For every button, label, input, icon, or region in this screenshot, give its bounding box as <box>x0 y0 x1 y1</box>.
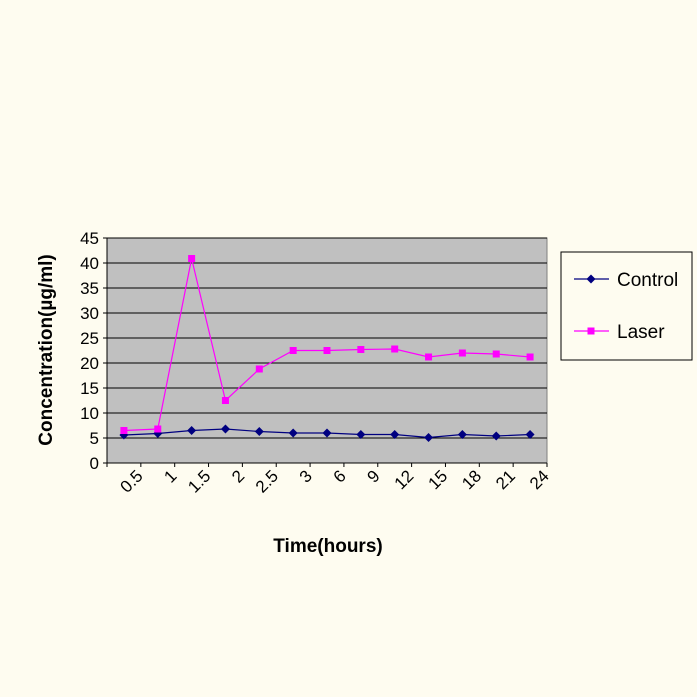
data-point-control <box>525 430 535 439</box>
x-tick-label: 18 <box>458 466 485 493</box>
legend: Control Laser <box>560 251 693 361</box>
x-tick-label: 9 <box>363 466 383 486</box>
y-tick-label: 10 <box>80 404 99 423</box>
data-point-control <box>288 428 298 438</box>
data-point-laser <box>425 353 433 361</box>
data-point-control <box>457 430 467 439</box>
data-point-laser <box>221 397 229 404</box>
y-tick-label: 0 <box>90 454 99 473</box>
data-point-laser <box>458 349 466 357</box>
data-point-laser <box>526 353 534 361</box>
y-tick-label: 5 <box>90 429 99 448</box>
x-tick-label: 24 <box>526 466 553 493</box>
data-point-control <box>390 430 400 439</box>
data-point-control <box>322 428 332 438</box>
legend-label-control: Control <box>617 270 678 291</box>
x-axis-title: Time(hours) <box>273 536 382 557</box>
x-tick-label: 21 <box>492 466 519 493</box>
data-point-laser <box>289 347 297 354</box>
x-tick-label: 3 <box>296 466 316 486</box>
data-point-laser <box>154 425 162 433</box>
data-point-control <box>356 430 366 439</box>
x-tick-label: 15 <box>424 466 451 493</box>
x-tick-label: 2 <box>228 466 248 486</box>
legend-marker-control <box>586 274 596 284</box>
x-tick-label: 12 <box>391 466 418 493</box>
data-point-laser <box>492 350 500 358</box>
x-tick-label: 1.5 <box>184 466 214 496</box>
data-point-control <box>220 424 230 434</box>
data-point-laser <box>120 427 128 434</box>
data-point-laser <box>323 347 331 354</box>
y-axis-title: Concentration(µg/ml) <box>36 254 57 445</box>
x-tick-label: 6 <box>330 466 350 486</box>
data-point-control <box>187 426 197 435</box>
y-tick-label: 35 <box>80 279 99 298</box>
y-tick-label: 25 <box>80 329 99 348</box>
y-tick-label: 45 <box>80 229 99 248</box>
data-point-laser <box>255 365 263 373</box>
data-point-laser <box>391 345 399 353</box>
data-point-laser <box>357 346 365 353</box>
y-tick-label: 30 <box>80 304 99 323</box>
data-point-laser <box>188 255 196 262</box>
data-point-control <box>424 433 434 442</box>
data-point-control <box>491 431 501 441</box>
legend-marker-laser <box>587 327 595 335</box>
x-tick-label: 0.5 <box>117 466 147 496</box>
legend-box <box>560 251 693 361</box>
y-tick-label: 40 <box>80 254 99 273</box>
y-tick-label: 15 <box>80 379 99 398</box>
x-tick-label: 2.5 <box>252 466 282 496</box>
legend-label-laser: Laser <box>617 322 665 343</box>
x-tick-label: 1 <box>160 466 180 486</box>
y-tick-label: 20 <box>80 354 99 373</box>
data-point-control <box>254 427 264 436</box>
